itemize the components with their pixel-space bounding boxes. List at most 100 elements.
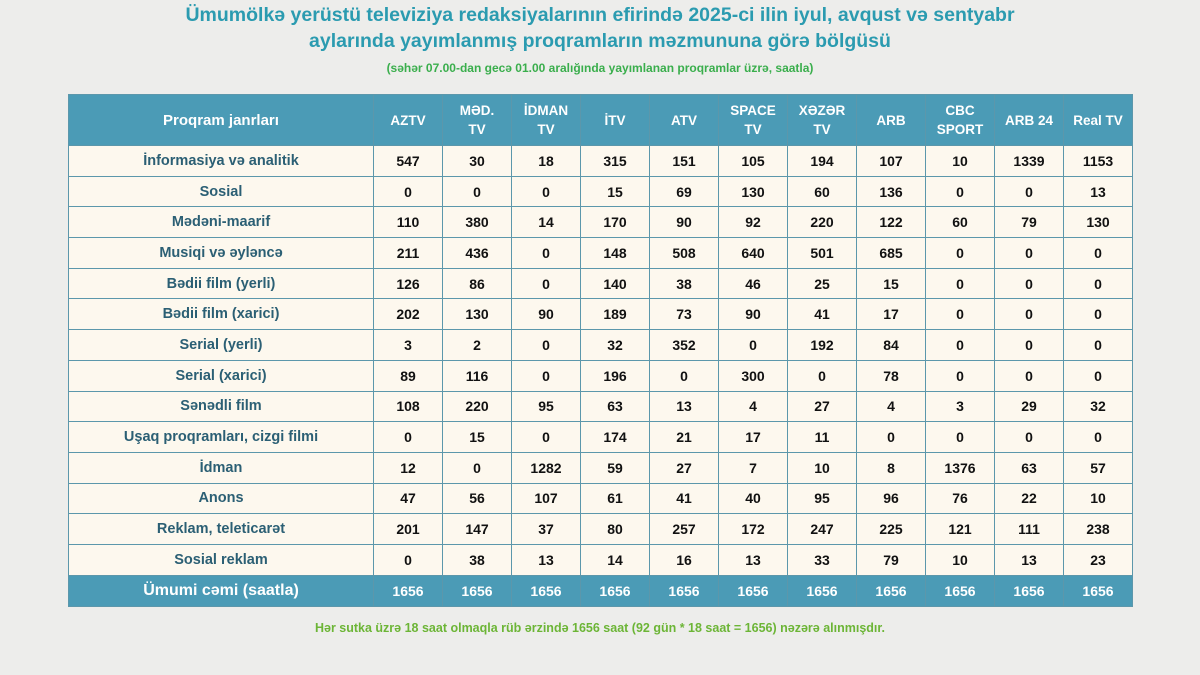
header-channel-text: TV (813, 122, 831, 137)
header-channel: MƏD. TV (442, 94, 512, 146)
hours-cell: 3 (925, 390, 995, 423)
total-cell: 1656 (718, 574, 788, 607)
hours-cell: 0 (373, 421, 443, 453)
hours-cell: 1282 (511, 451, 581, 484)
hours-cell: 1376 (925, 451, 995, 484)
hours-cell: 247 (787, 513, 857, 545)
genre-label: İnformasiya və analitik (68, 145, 374, 177)
page-title: Ümumölkə yerüstü televiziya redaksiyalar… (0, 2, 1200, 54)
genre-label: Reklam, teleticarət (68, 513, 374, 545)
title-line-2: aylarında yayımlanmış proqramların məzmu… (309, 30, 891, 52)
hours-cell: 12 (373, 451, 443, 484)
hours-cell: 27 (787, 390, 857, 423)
genre-label: Bədii film (xarici) (68, 298, 374, 331)
header-channel-text: CBC (945, 103, 975, 118)
table-row: Musiqi və əyləncə 211 436 0 148 508 640 501 685 0… (68, 237, 1133, 269)
title-line-1: Ümumölkə yerüstü televiziya redaksiyalar… (185, 4, 1015, 26)
hours-cell: 547 (373, 145, 443, 177)
hours-cell: 96 (856, 482, 926, 515)
genre-label: Uşaq proqramları, cizgi filmi (68, 421, 374, 453)
header-channel: SPACE TV (718, 94, 788, 146)
header-channel-text: İDMAN (523, 103, 569, 118)
hours-cell: 202 (373, 298, 443, 331)
hours-cell: 0 (925, 329, 995, 361)
hours-cell: 501 (787, 237, 857, 269)
hours-cell: 90 (649, 206, 719, 239)
hours-cell: 1153 (1063, 145, 1133, 177)
hours-cell: 211 (373, 237, 443, 269)
hours-cell: 0 (856, 421, 926, 453)
hours-cell: 238 (1063, 513, 1133, 545)
hours-cell: 148 (580, 237, 650, 269)
header-channel: ATV (649, 94, 719, 146)
hours-cell: 201 (373, 513, 443, 545)
table-row: Bədii film (xarici) 202 130 90 189 73 90 41 17 0 0… (68, 298, 1133, 331)
hours-cell: 257 (649, 513, 719, 545)
hours-cell: 2 (442, 329, 512, 361)
hours-cell: 436 (442, 237, 512, 269)
total-cell: 1656 (856, 574, 926, 607)
hours-cell: 130 (718, 175, 788, 208)
hours-cell: 27 (649, 451, 719, 484)
header-channel-text: İTV (604, 112, 626, 128)
table-row: Sosial reklam 0 38 13 14 16 13 33 79 10 13 23 (68, 543, 1133, 576)
hours-cell: 32 (1063, 390, 1133, 423)
subtitle: (səhər 07.00-dan gecə 01.00 aralığında y… (386, 61, 814, 75)
genre-label: Serial (yerli) (68, 329, 374, 361)
table-row: Serial (xarici) 89 116 0 196 0 300 0 78 0 0 0 (68, 359, 1133, 392)
hours-cell: 0 (511, 359, 581, 392)
header-channel-text: TV (468, 122, 486, 137)
hours-cell: 69 (649, 175, 719, 208)
hours-cell: 15 (856, 267, 926, 300)
hours-cell: 196 (580, 359, 650, 392)
hours-cell: 0 (373, 543, 443, 576)
hours-cell: 151 (649, 145, 719, 177)
header-channel-text: SPORT (936, 122, 984, 137)
total-label: Ümumi cəmi (saatla) (68, 574, 374, 607)
total-cell: 1656 (1063, 574, 1133, 607)
hours-cell: 0 (994, 175, 1064, 208)
hours-cell: 38 (649, 267, 719, 300)
hours-cell: 18 (511, 145, 581, 177)
genre-label: Mədəni-maarif (68, 206, 374, 239)
hours-cell: 23 (1063, 543, 1133, 576)
hours-cell: 89 (373, 359, 443, 392)
hours-cell: 225 (856, 513, 926, 545)
hours-cell: 105 (718, 145, 788, 177)
hours-cell: 38 (442, 543, 512, 576)
hours-cell: 0 (925, 175, 995, 208)
hours-cell: 21 (649, 421, 719, 453)
hours-cell: 79 (994, 206, 1064, 239)
hours-cell: 130 (1063, 206, 1133, 239)
hours-cell: 33 (787, 543, 857, 576)
hours-cell: 61 (580, 482, 650, 515)
total-cell: 1656 (649, 574, 719, 607)
hours-cell: 0 (994, 298, 1064, 331)
hours-cell: 41 (649, 482, 719, 515)
hours-cell: 4 (718, 390, 788, 423)
hours-cell: 107 (511, 482, 581, 515)
hours-cell: 10 (787, 451, 857, 484)
hours-cell: 0 (511, 421, 581, 453)
hours-cell: 300 (718, 359, 788, 392)
header-channel: AZTV (373, 94, 443, 146)
hours-cell: 174 (580, 421, 650, 453)
table-row: Serial (yerli) 3 2 0 32 352 0 192 84 0 0 0 (68, 329, 1133, 361)
hours-cell: 220 (442, 390, 512, 423)
header-channel: XƏZƏR TV (787, 94, 857, 146)
header-channel-text: TV (537, 122, 555, 137)
hours-cell: 110 (373, 206, 443, 239)
total-cell: 1656 (373, 574, 443, 607)
hours-cell: 107 (856, 145, 926, 177)
header-channel: İTV (580, 94, 650, 146)
hours-cell: 0 (925, 267, 995, 300)
hours-cell: 140 (580, 267, 650, 300)
hours-cell: 84 (856, 329, 926, 361)
hours-cell: 56 (442, 482, 512, 515)
hours-cell: 59 (580, 451, 650, 484)
hours-cell: 189 (580, 298, 650, 331)
hours-cell: 14 (511, 206, 581, 239)
hours-cell: 8 (856, 451, 926, 484)
header-channel: ARB (856, 94, 926, 146)
hours-cell: 90 (511, 298, 581, 331)
